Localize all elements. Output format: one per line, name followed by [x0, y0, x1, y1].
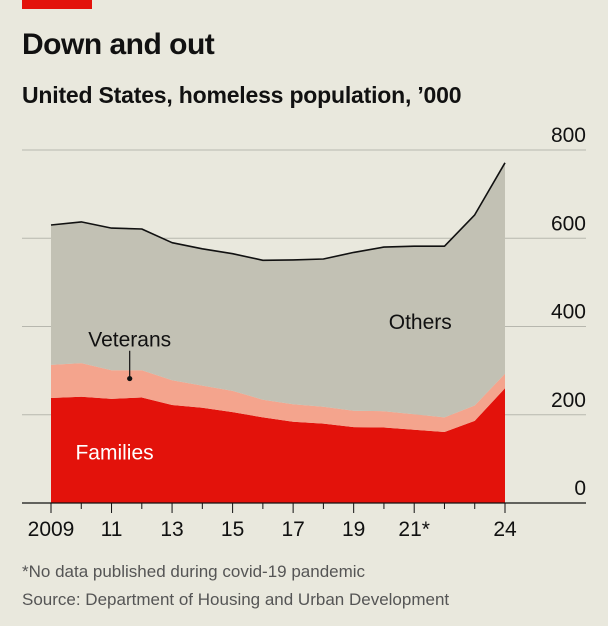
brand-tab [22, 0, 92, 9]
x-tick-label-15: 15 [221, 518, 244, 541]
y-tick-label-800: 800 [551, 124, 586, 147]
chart-title: Down and out [22, 28, 215, 61]
label-veterans: Veterans [88, 329, 171, 352]
chart-subtitle: United States, homeless population, ’000 [22, 82, 462, 108]
x-tick-label-11: 11 [101, 518, 123, 541]
y-tick-label-0: 0 [574, 477, 586, 500]
x-tick-label-17: 17 [281, 518, 304, 541]
area-others [51, 162, 505, 418]
total-line [50, 162, 506, 262]
x-tick-label-13: 13 [160, 518, 183, 541]
y-tick-label-200: 200 [551, 389, 586, 412]
label-families: Families [75, 441, 153, 464]
y-tick-label-600: 600 [551, 212, 586, 235]
x-tick-label-19: 19 [342, 518, 365, 541]
source-note: Source: Department of Housing and Urban … [22, 590, 450, 609]
label-others: Others [389, 311, 452, 334]
area-families [51, 388, 505, 503]
x-tick-label-24: 24 [493, 518, 517, 541]
area-veterans [51, 363, 505, 432]
y-tick-label-400: 400 [551, 301, 586, 324]
x-tick-label-21*: 21* [398, 518, 430, 541]
veterans-leader-dot [127, 375, 133, 382]
footnote: *No data published during covid-19 pande… [22, 562, 366, 581]
x-tick-label-2009: 2009 [28, 518, 75, 541]
